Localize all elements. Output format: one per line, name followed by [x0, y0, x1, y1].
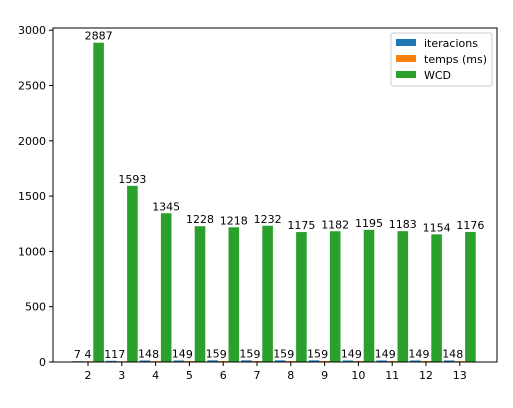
y-tick-label: 0 — [39, 356, 46, 369]
bar-iteracions-13 — [443, 360, 455, 362]
bar-iteracions-3 — [105, 360, 117, 362]
y-axis: 0 500 1000 1500 2000 2500 3000 — [18, 24, 53, 369]
data-label: 14 — [138, 347, 152, 360]
data-label: 2887 — [85, 30, 113, 43]
data-label: 1176 — [456, 219, 484, 232]
data-label: 8 — [152, 348, 159, 361]
data-label: 7 — [118, 348, 125, 361]
data-label: 1195 — [355, 217, 383, 230]
bar-iteracions-12 — [410, 360, 421, 362]
data-label: 1175 — [287, 219, 315, 232]
bar-wcd-11 — [397, 231, 409, 362]
data-label: 9 — [321, 348, 328, 361]
y-tick-label: 2500 — [18, 80, 46, 93]
legend-label: WCD — [424, 69, 451, 82]
data-label: 1218 — [220, 214, 248, 227]
data-label: 1593 — [118, 173, 146, 186]
data-label: 15 — [239, 347, 253, 360]
y-tick-label: 500 — [25, 301, 46, 314]
bar-wcd-12 — [431, 234, 442, 362]
data-label: 9 — [287, 348, 294, 361]
x-tick-label: 9 — [321, 369, 328, 382]
x-tick-label: 8 — [287, 369, 294, 382]
x-axis: 2 3 4 5 6 7 8 9 10 11 12 13 — [85, 362, 467, 382]
data-label: 11 — [104, 348, 118, 361]
bar-iteracions-10 — [342, 360, 354, 362]
bar-wcd-2 — [93, 42, 104, 363]
data-label: 9 — [254, 348, 261, 361]
bar-wcd-5 — [194, 226, 206, 362]
data-label: 1183 — [389, 218, 417, 231]
data-label: 1182 — [321, 218, 349, 231]
data-label: 9 — [355, 348, 362, 361]
x-tick-label: 10 — [351, 369, 365, 382]
bar-wcd-10 — [363, 229, 375, 362]
bar-wcd-6 — [228, 227, 240, 362]
data-label: 14 — [172, 347, 186, 360]
x-tick-label: 4 — [152, 369, 159, 382]
data-label: 15 — [206, 347, 220, 360]
legend: iteracions temps (ms) WCD — [390, 32, 493, 87]
y-tick-label: 3000 — [18, 24, 46, 37]
data-label: 9 — [186, 348, 193, 361]
x-tick-label: 5 — [186, 369, 193, 382]
bar-iteracions-8 — [274, 360, 286, 362]
x-tick-label: 6 — [220, 369, 227, 382]
legend-swatch — [396, 39, 416, 46]
legend-box — [390, 32, 493, 87]
data-label: 14 — [341, 347, 355, 360]
data-label: 1228 — [186, 213, 214, 226]
bars-layer — [72, 42, 476, 363]
bar-wcd-7 — [262, 225, 273, 362]
x-tick-label: 3 — [118, 369, 125, 382]
bar-iteracions-7 — [241, 360, 252, 362]
data-label: 15 — [307, 347, 321, 360]
bar-iteracions-11 — [376, 360, 387, 362]
bar-wcd-4 — [160, 213, 172, 362]
bar-iteracions-6 — [207, 360, 218, 362]
legend-label: iteracions — [424, 37, 478, 50]
data-label: 7 — [74, 348, 81, 361]
y-tick-label: 1500 — [18, 190, 46, 203]
data-label: 15 — [273, 347, 287, 360]
x-tick-label: 11 — [385, 369, 399, 382]
legend-swatch — [396, 71, 416, 78]
legend-swatch — [396, 55, 416, 62]
plot-frame — [52, 27, 498, 363]
data-label: 14 — [442, 347, 456, 360]
data-label: 14 — [408, 347, 422, 360]
data-label: 9 — [389, 348, 396, 361]
bar-iteracions-9 — [308, 360, 320, 362]
bar-wcd-3 — [127, 185, 138, 362]
data-label: 1154 — [423, 221, 451, 234]
bar-wcd-8 — [296, 232, 307, 362]
data-label: 8 — [456, 348, 463, 361]
x-tick-label: 7 — [254, 369, 261, 382]
bar-iteracions-4 — [139, 360, 151, 362]
data-label: 9 — [220, 348, 227, 361]
y-tick-label: 2000 — [18, 135, 46, 148]
bar-iteracions-5 — [173, 360, 185, 362]
y-tick-label: 1000 — [18, 245, 46, 258]
x-tick-label: 2 — [85, 369, 92, 382]
data-label: 1345 — [152, 200, 180, 213]
legend-label: temps (ms) — [424, 53, 487, 66]
data-label: 14 — [375, 347, 389, 360]
data-label: 9 — [423, 348, 430, 361]
data-label: 4 — [85, 348, 92, 361]
data-label: 1232 — [254, 213, 282, 226]
bar-wcd-9 — [329, 231, 341, 362]
x-tick-label: 12 — [419, 369, 433, 382]
bar-wcd-13 — [465, 231, 476, 362]
x-tick-label: 13 — [453, 369, 467, 382]
